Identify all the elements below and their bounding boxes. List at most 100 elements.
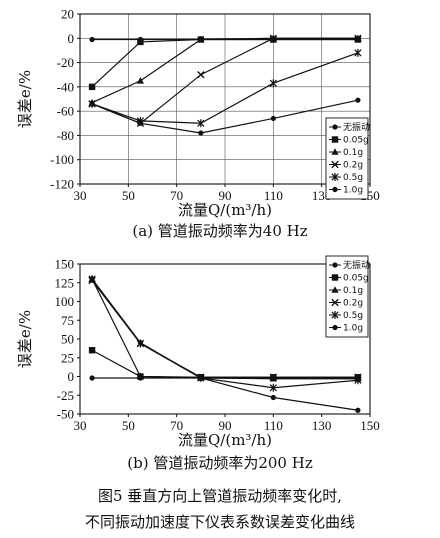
chart-b-legend-label: 0.2g: [343, 299, 363, 309]
chart-b-x-tick-label: 110: [264, 418, 283, 433]
chart-a-legend-label: 0.2g: [343, 161, 363, 171]
chart-a-legend-swatch-marker: [332, 124, 338, 130]
chart-a-legend-swatch-marker: [331, 173, 339, 181]
chart-a-legend-item: 1.0g: [329, 186, 363, 196]
chart-b-y-tick-label: 50: [61, 332, 74, 347]
chart-b-data-point: [88, 347, 96, 354]
chart-a-data-point: [198, 130, 204, 136]
chart-a-x-tick-label: 70: [170, 188, 183, 203]
chart-b-x-tick-label: 90: [219, 418, 232, 433]
chart-a-data-point: [270, 115, 276, 122]
chart-a-y-tick-label: 0: [68, 31, 75, 46]
chart-a-legend-item: 无振动: [329, 121, 370, 133]
chart-a-data-point: [197, 119, 205, 128]
chart-b-y-tick-label: -25: [57, 388, 74, 403]
chart-a-legend-label: 0.1g: [343, 148, 363, 158]
chart-a-data-point: [197, 71, 205, 79]
chart-b-legend-swatch-marker: [331, 286, 339, 293]
chart-a-legend-label: 0.5g: [343, 173, 363, 183]
chart-a-legend-item: 0.2g: [329, 161, 363, 171]
chart-b-x-tick-label: 70: [170, 418, 183, 433]
chart-b-legend-swatch-marker: [331, 311, 339, 319]
chart-b-legend-item: 0.2g: [329, 299, 363, 309]
chart-a-y-tick-label: -120: [50, 177, 74, 192]
chart-a-data-point: [354, 48, 362, 57]
chart-a-legend: [325, 117, 369, 200]
chart-a-data-point: [88, 83, 96, 91]
chart-b-data-point: [270, 394, 276, 401]
chart-a-y-tick-label: 20: [61, 7, 74, 22]
chart-a-y-axis-label: 误差e/%: [16, 70, 34, 128]
chart-b-x-tick-label: 30: [74, 418, 87, 433]
chart-a-y-tick-label: -60: [57, 104, 74, 119]
chart-a-data-point: [269, 79, 277, 88]
chart-b-series-line: [91, 280, 358, 378]
chart-b-caption: (b) 管道振动频率为200 Hz: [127, 454, 313, 472]
chart-a-legend-label: 无振动: [343, 121, 370, 133]
chart-a-x-tick-label: 110: [264, 188, 283, 203]
chart-b-data-point: [89, 276, 95, 282]
chart-a-y-tick-label: -20: [57, 55, 74, 70]
chart-b-legend-item: 1.0g: [329, 324, 363, 334]
chart-b-y-tick-label: 100: [55, 294, 75, 309]
chart-b-legend-label: 0.05g: [343, 274, 369, 284]
chart-b-legend-swatch-marker: [331, 274, 339, 281]
chart-b-series-line: [91, 278, 359, 411]
chart-b-data-point: [355, 407, 361, 413]
chart-b-y-tick-label: 0: [68, 369, 75, 384]
chart-b-data-point: [89, 375, 95, 381]
chart-b-y-tick-label: 75: [61, 313, 74, 328]
chart-a-y-tick-label: -80: [57, 128, 74, 143]
chart-b-data-point: [269, 373, 278, 381]
chart-a-x-tick-label: 30: [74, 188, 87, 203]
figure-caption-line-1: 图5 垂直方向上管道振动频率变化时,: [97, 487, 343, 505]
chart-b-legend-label: 1.0g: [343, 324, 363, 334]
chart-a-y-tick-label: -40: [57, 79, 74, 94]
chart-b-x-tick-label: 150: [360, 418, 380, 433]
chart-b-x-tick-label: 130: [312, 418, 332, 433]
chart-b-y-tick-label: 150: [55, 257, 75, 272]
chart-a-legend-swatch-marker: [331, 160, 339, 169]
chart-a-x-tick-label: 90: [219, 188, 232, 203]
chart-b-data-point: [269, 383, 277, 392]
chart-a-data-point: [89, 101, 95, 107]
chart-a-data-point: [269, 34, 278, 42]
chart-a-series-5: [89, 97, 361, 136]
chart-b-data-point: [198, 375, 204, 381]
chart-b-legend-item: 0.1g: [329, 286, 363, 296]
chart-b-x-tick-label: 50: [122, 418, 135, 433]
chart-a-legend-item: 0.05g: [329, 136, 369, 146]
chart-a-data-point: [137, 120, 144, 126]
chart-b-series-5: [89, 276, 361, 413]
chart-a-legend-swatch-marker: [332, 186, 338, 193]
chart-a-data-point: [137, 38, 144, 46]
figure-caption: 图5 垂直方向上管道振动频率变化时, 不同振动加速度下仪表系数误差变化曲线: [0, 483, 440, 535]
chart-b-series-1: [88, 347, 362, 381]
chart-b-legend-label: 0.1g: [343, 286, 363, 296]
chart-b-series-4: [88, 275, 362, 392]
chart-b-y-axis-label: 误差e/%: [16, 310, 34, 368]
chart-b-y-tick-label: -50: [57, 407, 74, 422]
chart-b-y-tick-label: 25: [61, 350, 74, 365]
chart-a-legend-label: 0.05g: [343, 136, 369, 146]
chart-a-data-point: [354, 34, 362, 42]
chart-b-legend-item: 0.05g: [329, 274, 369, 284]
chart-b-legend-item: 0.5g: [329, 311, 363, 321]
chart-b-legend-label: 0.5g: [343, 311, 363, 321]
chart-a-data-point: [197, 35, 205, 43]
chart-a-data-point: [89, 36, 95, 43]
chart-b-y-tick-label: 125: [55, 275, 75, 290]
chart-b-data-point: [137, 340, 144, 346]
chart-b-legend-swatch-marker: [331, 298, 339, 307]
chart-b-legend-item: 无振动: [329, 259, 370, 271]
figure-caption-line-2: 不同振动加速度下仪表系数误差变化曲线: [84, 513, 355, 531]
chart-a-caption: (a) 管道振动频率为40 Hz: [132, 222, 307, 240]
chart-a-data-point: [136, 76, 145, 84]
chart-a-y-tick-label: -100: [50, 152, 74, 167]
chart-b-legend-swatch-marker: [332, 324, 338, 331]
chart-a-legend-item: 0.5g: [329, 173, 363, 183]
chart-b-data-point: [136, 372, 145, 380]
chart-a-legend-label: 1.0g: [343, 186, 363, 196]
chart-b-series-line: [91, 349, 358, 378]
